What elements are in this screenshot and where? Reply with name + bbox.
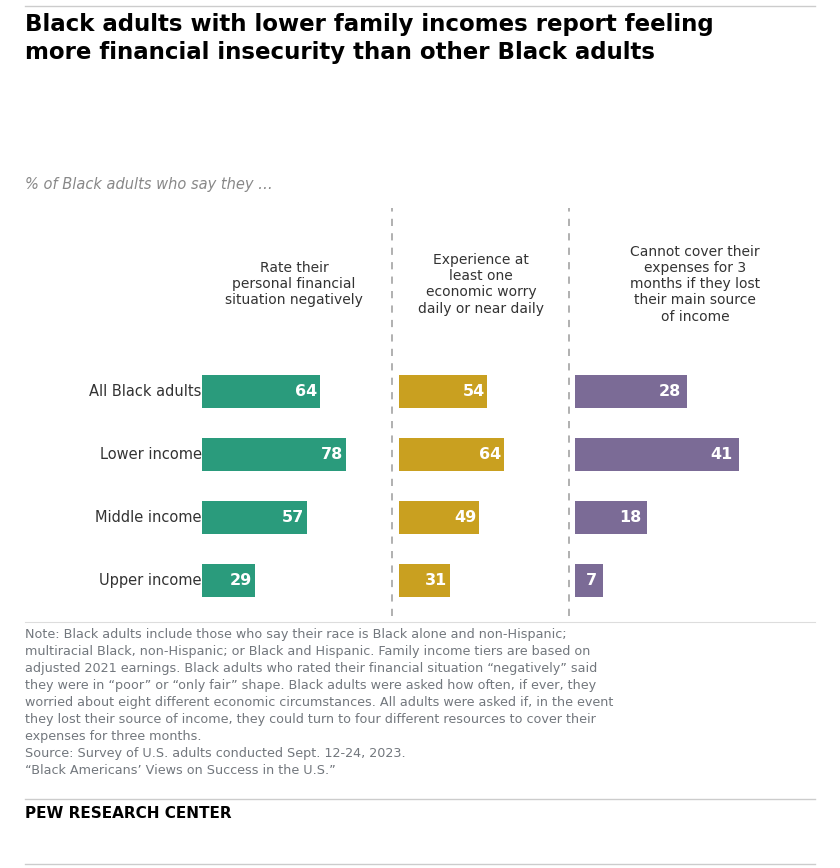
Text: 49: 49 <box>454 510 477 525</box>
Bar <box>202 438 346 471</box>
Bar <box>202 501 307 534</box>
Text: 7: 7 <box>586 573 597 588</box>
Bar <box>575 375 687 408</box>
Text: 78: 78 <box>321 447 343 462</box>
Bar <box>575 564 603 597</box>
Text: they lost their source of income, they could turn to four different resources to: they lost their source of income, they c… <box>25 713 596 726</box>
Text: 18: 18 <box>619 510 641 525</box>
Text: Middle income: Middle income <box>95 510 202 525</box>
Text: Upper income: Upper income <box>99 573 202 588</box>
Bar <box>575 501 648 534</box>
Text: Lower income: Lower income <box>100 447 202 462</box>
Text: Cannot cover their
expenses for 3
months if they lost
their main source
of incom: Cannot cover their expenses for 3 months… <box>630 245 760 324</box>
Bar <box>399 564 449 597</box>
Text: adjusted 2021 earnings. Black adults who rated their financial situation “negati: adjusted 2021 earnings. Black adults who… <box>25 662 597 675</box>
Bar <box>399 501 480 534</box>
Text: 28: 28 <box>659 385 681 399</box>
Text: 29: 29 <box>230 573 253 588</box>
Text: they were in “poor” or “only fair” shape. Black adults were asked how often, if : they were in “poor” or “only fair” shape… <box>25 679 596 692</box>
Text: Note: Black adults include those who say their race is Black alone and non-Hispa: Note: Black adults include those who say… <box>25 628 567 641</box>
Text: 41: 41 <box>711 447 733 462</box>
Text: Rate their
personal financial
situation negatively: Rate their personal financial situation … <box>225 261 363 307</box>
Text: All Black adults: All Black adults <box>89 385 202 399</box>
Text: multiracial Black, non-Hispanic; or Black and Hispanic. Family income tiers are : multiracial Black, non-Hispanic; or Blac… <box>25 645 591 658</box>
Text: 64: 64 <box>479 447 501 462</box>
Bar <box>399 375 487 408</box>
Text: 31: 31 <box>425 573 448 588</box>
Text: worried about eight different economic circumstances. All adults were asked if, : worried about eight different economic c… <box>25 696 613 709</box>
Text: 64: 64 <box>295 385 318 399</box>
Text: “Black Americans’ Views on Success in the U.S.”: “Black Americans’ Views on Success in th… <box>25 764 336 777</box>
Bar <box>202 375 320 408</box>
Text: Source: Survey of U.S. adults conducted Sept. 12-24, 2023.: Source: Survey of U.S. adults conducted … <box>25 746 406 760</box>
Text: PEW RESEARCH CENTER: PEW RESEARCH CENTER <box>25 806 232 821</box>
Text: % of Black adults who say they …: % of Black adults who say they … <box>25 177 273 192</box>
Bar <box>575 438 739 471</box>
Text: 54: 54 <box>463 385 485 399</box>
Text: Black adults with lower family incomes report feeling
more financial insecurity : Black adults with lower family incomes r… <box>25 13 714 63</box>
Bar <box>399 438 504 471</box>
Bar <box>202 564 255 597</box>
Text: Experience at
least one
economic worry
daily or near daily: Experience at least one economic worry d… <box>418 253 544 316</box>
Text: 57: 57 <box>282 510 304 525</box>
Text: expenses for three months.: expenses for three months. <box>25 730 202 743</box>
